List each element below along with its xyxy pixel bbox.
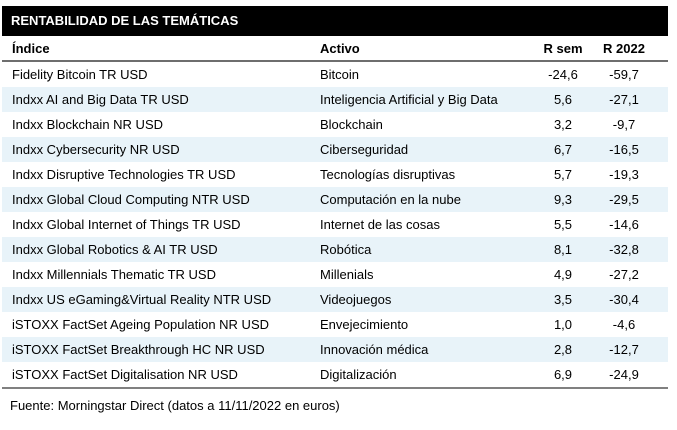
activo-cell: Ciberseguridad [320, 142, 409, 157]
indice-cell: Indxx US eGaming&Virtual Reality NTR USD [12, 292, 272, 307]
table-row: Indxx Millennials Thematic TR USD Millen… [2, 262, 668, 287]
activo-cell: Computación en la nube [320, 192, 461, 207]
r-2022-cell: -27,1 [609, 92, 639, 107]
activo-cell: Inteligencia Artificial y Big Data [320, 92, 498, 107]
r-sem-cell: 2,8 [553, 342, 573, 357]
r-sem-cell: 5,7 [553, 167, 573, 182]
table-row: iSTOXX FactSet Ageing Population NR USD … [2, 312, 668, 337]
table-row: Indxx AI and Big Data TR USD Inteligenci… [2, 87, 668, 112]
table-row: Fidelity Bitcoin TR USD Bitcoin -24,6 -5… [2, 62, 668, 87]
source-note: Fuente: Morningstar Direct (datos a 11/1… [10, 398, 340, 413]
r-sem-cell: 6,7 [553, 142, 573, 157]
r-sem-cell: 4,9 [553, 267, 573, 282]
table-row: Indxx Global Cloud Computing NTR USD Com… [2, 187, 668, 212]
r-sem-cell: 1,0 [553, 317, 573, 332]
r-2022-cell: -24,9 [609, 367, 639, 382]
column-header-r-2022: R 2022 [603, 41, 645, 56]
r-sem-cell: -24,6 [548, 67, 578, 82]
r-2022-cell: -32,8 [609, 242, 639, 257]
r-2022-cell: -4,6 [612, 317, 636, 332]
activo-cell: Millenials [320, 267, 374, 282]
activo-cell: Robótica [320, 242, 372, 257]
r-2022-cell: -9,7 [612, 117, 636, 132]
indice-cell: Indxx Global Internet of Things TR USD [12, 217, 241, 232]
r-sem-cell: 6,9 [553, 367, 573, 382]
indice-cell: iSTOXX FactSet Breakthrough HC NR USD [12, 342, 265, 357]
activo-cell: Blockchain [320, 117, 383, 132]
activo-cell: Internet de las cosas [320, 217, 440, 232]
indice-cell: iSTOXX FactSet Ageing Population NR USD [12, 317, 269, 332]
r-sem-cell: 3,5 [553, 292, 573, 307]
table-row: Indxx Blockchain NR USD Blockchain 3,2 -… [2, 112, 668, 137]
indice-cell: Indxx Millennials Thematic TR USD [12, 267, 216, 282]
activo-cell: Envejecimiento [320, 317, 409, 332]
indice-cell: Indxx Disruptive Technologies TR USD [12, 167, 236, 182]
r-2022-cell: -12,7 [609, 342, 639, 357]
table-title: RENTABILIDAD DE LAS TEMÁTICAS [11, 13, 239, 28]
table-row: Indxx Global Internet of Things TR USD I… [2, 212, 668, 237]
profitability-table-figure: RENTABILIDAD DE LAS TEMÁTICAS Índice Act… [2, 6, 668, 413]
table-row: iSTOXX FactSet Digitalisation NR USD Dig… [2, 362, 668, 387]
r-sem-cell: 5,5 [553, 217, 573, 232]
table-row: Indxx US eGaming&Virtual Reality NTR USD… [2, 287, 668, 312]
column-header-activo: Activo [320, 41, 360, 56]
r-sem-cell: 8,1 [553, 242, 573, 257]
table-row: Indxx Disruptive Technologies TR USD Tec… [2, 162, 668, 187]
table-body: Fidelity Bitcoin TR USD Bitcoin -24,6 -5… [2, 62, 668, 387]
indice-cell: Indxx Cybersecurity NR USD [12, 142, 180, 157]
table-row: iSTOXX FactSet Breakthrough HC NR USD In… [2, 337, 668, 362]
table-row: Indxx Global Robotics & AI TR USD Robóti… [2, 237, 668, 262]
r-2022-cell: -19,3 [609, 167, 639, 182]
indice-cell: Indxx Global Cloud Computing NTR USD [12, 192, 250, 207]
footer-divider [2, 387, 668, 389]
column-header-indice: Índice [12, 41, 50, 56]
r-sem-cell: 3,2 [553, 117, 573, 132]
indice-cell: Indxx Blockchain NR USD [12, 117, 163, 132]
table-row: Indxx Cybersecurity NR USD Cibersegurida… [2, 137, 668, 162]
indice-cell: Indxx Global Robotics & AI TR USD [12, 242, 218, 257]
r-sem-cell: 9,3 [553, 192, 573, 207]
r-2022-cell: -14,6 [609, 217, 639, 232]
table-header-row: Índice Activo R sem R 2022 [2, 36, 668, 62]
r-sem-cell: 5,6 [553, 92, 573, 107]
indice-cell: Indxx AI and Big Data TR USD [12, 92, 189, 107]
indice-cell: Fidelity Bitcoin TR USD [12, 67, 148, 82]
activo-cell: Innovación médica [320, 342, 429, 357]
activo-cell: Digitalización [320, 367, 397, 382]
r-2022-cell: -59,7 [609, 67, 639, 82]
r-2022-cell: -30,4 [609, 292, 639, 307]
table-title-bar: RENTABILIDAD DE LAS TEMÁTICAS [2, 6, 668, 36]
column-header-r-sem: R sem [543, 41, 583, 56]
activo-cell: Tecnologías disruptivas [320, 167, 456, 182]
indice-cell: iSTOXX FactSet Digitalisation NR USD [12, 367, 238, 382]
r-2022-cell: -27,2 [609, 267, 639, 282]
r-2022-cell: -16,5 [609, 142, 639, 157]
activo-cell: Bitcoin [320, 67, 360, 82]
activo-cell: Videojuegos [320, 292, 392, 307]
r-2022-cell: -29,5 [609, 192, 639, 207]
